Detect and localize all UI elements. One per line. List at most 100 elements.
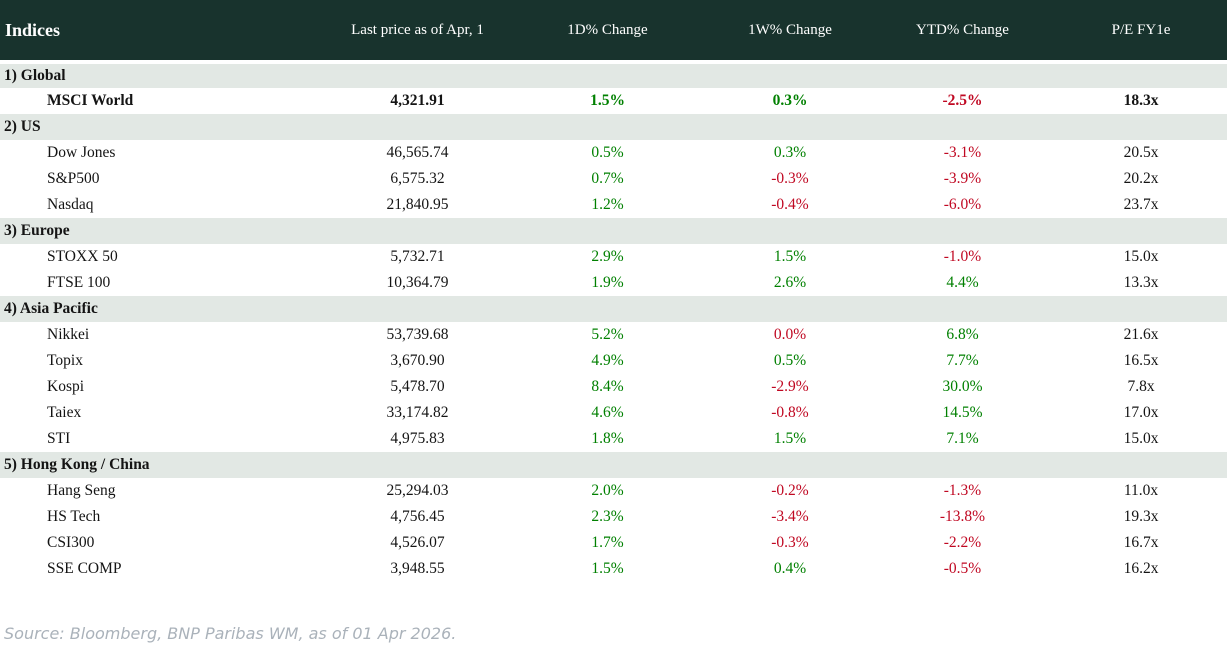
change-ytd-cell: -0.5% <box>870 556 1055 582</box>
change-ytd-cell: -2.2% <box>870 530 1055 556</box>
change-1d-cell: 0.5% <box>505 140 710 166</box>
table-title: Indices <box>0 0 330 64</box>
change-ytd-cell: -3.9% <box>870 166 1055 192</box>
change-1d-cell: 2.0% <box>505 478 710 504</box>
change-1w-cell: -0.3% <box>710 530 870 556</box>
last-price-cell: 53,739.68 <box>330 322 505 348</box>
index-row: S&P500 6,575.32 0.7% -0.3% -3.9% 20.2x <box>0 166 1227 192</box>
index-name-cell: S&P500 <box>0 166 330 192</box>
section-label: 4) Asia Pacific <box>0 296 1227 322</box>
change-1w-cell: -0.8% <box>710 400 870 426</box>
index-name-cell: STOXX 50 <box>0 244 330 270</box>
last-price-cell: 4,321.91 <box>330 88 505 114</box>
change-1d-cell: 0.7% <box>505 166 710 192</box>
index-name-cell: Hang Seng <box>0 478 330 504</box>
change-1w-cell: -2.9% <box>710 374 870 400</box>
index-name-cell: Kospi <box>0 374 330 400</box>
change-1d-cell: 8.4% <box>505 374 710 400</box>
change-1d-cell: 2.9% <box>505 244 710 270</box>
source-note: Source: Bloomberg, BNP Paribas WM, as of… <box>4 624 457 643</box>
change-ytd-cell: 7.1% <box>870 426 1055 452</box>
last-price-cell: 3,948.55 <box>330 556 505 582</box>
change-1d-cell: 1.9% <box>505 270 710 296</box>
index-row: MSCI World 4,321.91 1.5% 0.3% -2.5% 18.3x <box>0 88 1227 114</box>
section-row: 5) Hong Kong / China <box>0 452 1227 478</box>
col-header-1d-change: 1D% Change <box>505 0 710 64</box>
change-1d-cell: 1.5% <box>505 88 710 114</box>
index-name-cell: Nikkei <box>0 322 330 348</box>
index-name-cell: SSE COMP <box>0 556 330 582</box>
section-label: 1) Global <box>0 62 1227 88</box>
last-price-cell: 33,174.82 <box>330 400 505 426</box>
last-price-cell: 21,840.95 <box>330 192 505 218</box>
change-ytd-cell: -6.0% <box>870 192 1055 218</box>
change-1d-cell: 1.7% <box>505 530 710 556</box>
last-price-cell: 6,575.32 <box>330 166 505 192</box>
index-row: CSI300 4,526.07 1.7% -0.3% -2.2% 16.7x <box>0 530 1227 556</box>
index-row: Kospi 5,478.70 8.4% -2.9% 30.0% 7.8x <box>0 374 1227 400</box>
col-header-last-price: Last price as of Apr, 1 <box>330 0 505 64</box>
index-row: Nasdaq 21,840.95 1.2% -0.4% -6.0% 23.7x <box>0 192 1227 218</box>
pe-fy1e-cell: 15.0x <box>1055 426 1227 452</box>
change-ytd-cell: 6.8% <box>870 322 1055 348</box>
change-ytd-cell: 4.4% <box>870 270 1055 296</box>
col-header-1w-change: 1W% Change <box>710 0 870 64</box>
section-label: 5) Hong Kong / China <box>0 452 1227 478</box>
change-1d-cell: 2.3% <box>505 504 710 530</box>
change-1w-cell: 0.5% <box>710 348 870 374</box>
index-name-cell: MSCI World <box>0 88 330 114</box>
index-row: SSE COMP 3,948.55 1.5% 0.4% -0.5% 16.2x <box>0 556 1227 582</box>
index-row: Taiex 33,174.82 4.6% -0.8% 14.5% 17.0x <box>0 400 1227 426</box>
index-row: HS Tech 4,756.45 2.3% -3.4% -13.8% 19.3x <box>0 504 1227 530</box>
change-1w-cell: -0.2% <box>710 478 870 504</box>
pe-fy1e-cell: 16.2x <box>1055 556 1227 582</box>
change-1d-cell: 1.2% <box>505 192 710 218</box>
section-row: 4) Asia Pacific <box>0 296 1227 322</box>
pe-fy1e-cell: 23.7x <box>1055 192 1227 218</box>
last-price-cell: 4,526.07 <box>330 530 505 556</box>
index-name-cell: CSI300 <box>0 530 330 556</box>
pe-fy1e-cell: 21.6x <box>1055 322 1227 348</box>
change-1w-cell: -3.4% <box>710 504 870 530</box>
last-price-cell: 4,975.83 <box>330 426 505 452</box>
change-ytd-cell: -1.3% <box>870 478 1055 504</box>
change-1w-cell: 0.0% <box>710 322 870 348</box>
col-header-ytd-change: YTD% Change <box>870 0 1055 64</box>
index-name-cell: Taiex <box>0 400 330 426</box>
section-row: 1) Global <box>0 62 1227 88</box>
last-price-cell: 25,294.03 <box>330 478 505 504</box>
col-header-pe-fy1e: P/E FY1e <box>1055 0 1227 64</box>
indices-table: Indices Last price as of Apr, 1 1D% Chan… <box>0 0 1227 582</box>
change-ytd-cell: -2.5% <box>870 88 1055 114</box>
change-ytd-cell: 7.7% <box>870 348 1055 374</box>
index-row: STOXX 50 5,732.71 2.9% 1.5% -1.0% 15.0x <box>0 244 1227 270</box>
index-row: Hang Seng 25,294.03 2.0% -0.2% -1.3% 11.0x <box>0 478 1227 504</box>
change-1w-cell: -0.3% <box>710 166 870 192</box>
last-price-cell: 5,732.71 <box>330 244 505 270</box>
section-row: 2) US <box>0 114 1227 140</box>
pe-fy1e-cell: 16.5x <box>1055 348 1227 374</box>
change-1w-cell: 1.5% <box>710 426 870 452</box>
last-price-cell: 5,478.70 <box>330 374 505 400</box>
index-row: Nikkei 53,739.68 5.2% 0.0% 6.8% 21.6x <box>0 322 1227 348</box>
change-ytd-cell: -13.8% <box>870 504 1055 530</box>
index-name-cell: HS Tech <box>0 504 330 530</box>
change-ytd-cell: 14.5% <box>870 400 1055 426</box>
index-row: Topix 3,670.90 4.9% 0.5% 7.7% 16.5x <box>0 348 1227 374</box>
table-header-row: Indices Last price as of Apr, 1 1D% Chan… <box>0 0 1227 64</box>
last-price-cell: 4,756.45 <box>330 504 505 530</box>
section-label: 2) US <box>0 114 1227 140</box>
change-ytd-cell: -3.1% <box>870 140 1055 166</box>
change-1d-cell: 5.2% <box>505 322 710 348</box>
change-1w-cell: 1.5% <box>710 244 870 270</box>
change-1w-cell: 2.6% <box>710 270 870 296</box>
change-ytd-cell: -1.0% <box>870 244 1055 270</box>
pe-fy1e-cell: 11.0x <box>1055 478 1227 504</box>
change-1w-cell: -0.4% <box>710 192 870 218</box>
pe-fy1e-cell: 7.8x <box>1055 374 1227 400</box>
index-row: Dow Jones 46,565.74 0.5% 0.3% -3.1% 20.5x <box>0 140 1227 166</box>
pe-fy1e-cell: 19.3x <box>1055 504 1227 530</box>
pe-fy1e-cell: 17.0x <box>1055 400 1227 426</box>
pe-fy1e-cell: 16.7x <box>1055 530 1227 556</box>
